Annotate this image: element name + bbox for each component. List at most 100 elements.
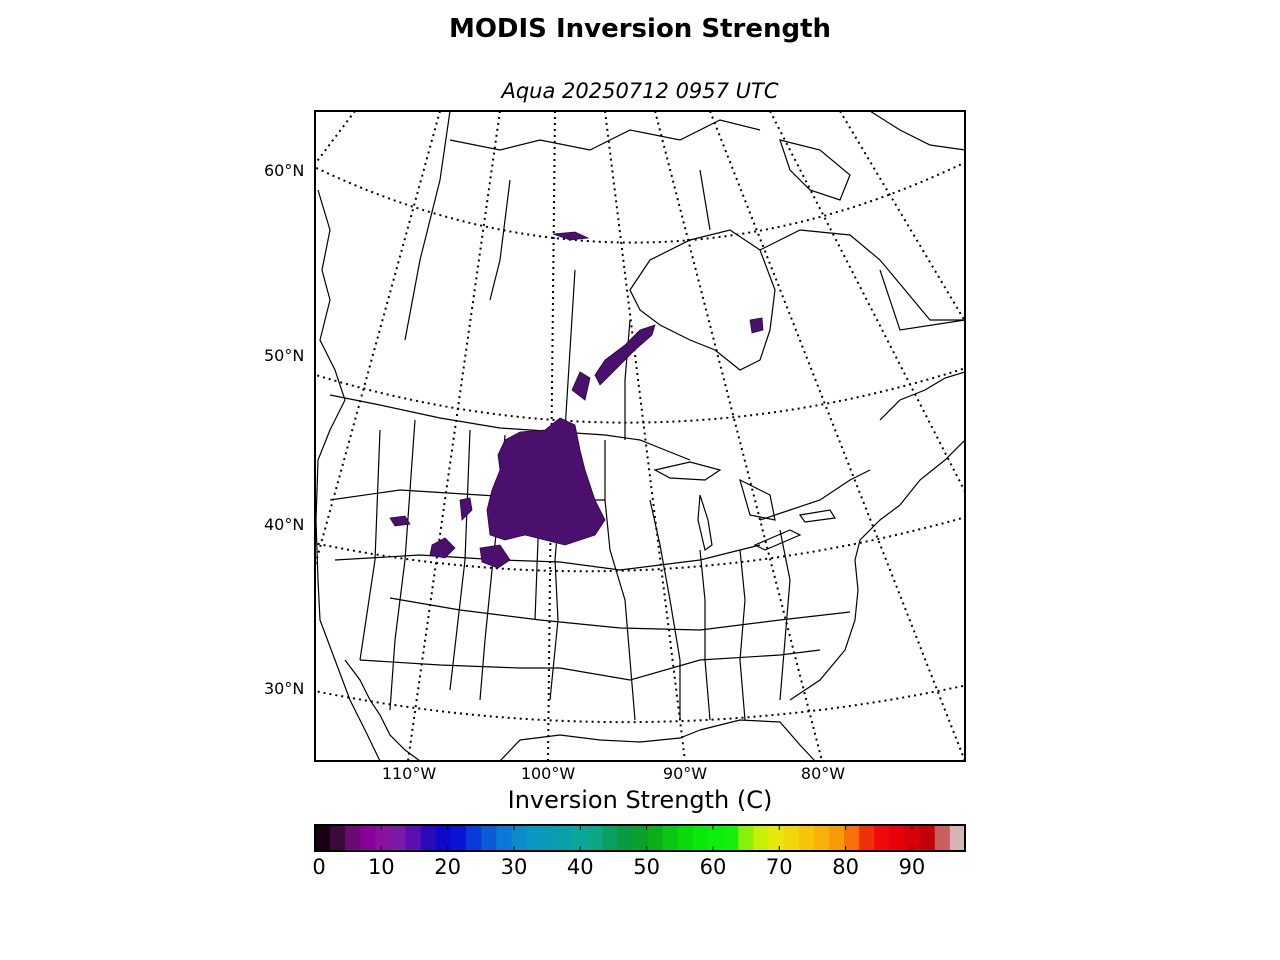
colorbar-segment	[390, 825, 407, 851]
colorbar-segment	[708, 825, 724, 851]
colorbar-segment	[828, 825, 845, 851]
colorbar-segment	[919, 825, 936, 851]
meridian-60w	[769, 111, 965, 494]
parallel-30n	[315, 684, 965, 724]
colorbar-segment	[587, 825, 603, 851]
colorbar-segment	[632, 825, 649, 851]
meridian-50w	[839, 111, 965, 324]
lat-label-50n: 50°N	[264, 346, 305, 365]
chart-title: MODIS Inversion Strength	[448, 14, 832, 44]
meridian-90w	[604, 111, 686, 761]
latitude-graticule	[315, 161, 965, 724]
colorbar-tick-label: 40	[566, 855, 594, 879]
meridian-120w	[315, 111, 441, 570]
colorbar-segment	[949, 825, 966, 851]
state-line	[389, 419, 416, 711]
colorbar-segment	[556, 825, 573, 851]
meridian-70w	[709, 111, 965, 761]
colorbar-segment	[662, 825, 679, 851]
colorbar-tick-label: 80	[832, 855, 859, 879]
colorbar-frame	[314, 824, 966, 852]
inversion-data	[389, 231, 764, 569]
colorbar-segment	[375, 825, 392, 851]
baffin-north	[869, 111, 965, 151]
map-content	[315, 111, 965, 761]
lake-erie	[753, 529, 802, 551]
meridian-130w	[315, 111, 356, 166]
colorbar-tick-label: 0	[312, 855, 326, 879]
colorbar-segment	[692, 825, 709, 851]
colorbar-segment	[435, 825, 452, 851]
province-line	[624, 319, 631, 440]
colorbar-tick-label: 70	[765, 855, 793, 879]
colorbar-segment	[330, 825, 346, 851]
colorbar-segment	[511, 825, 528, 851]
inversion-region-nevada	[389, 515, 411, 527]
province-line	[564, 269, 576, 431]
pacific-coastline	[315, 189, 381, 761]
inversion-region-colorado	[479, 544, 511, 569]
colorbar-segment	[783, 825, 800, 851]
inversion-region-north	[552, 231, 590, 241]
colorbar-segment	[481, 825, 497, 851]
lon-label-90w: 90°W	[662, 764, 708, 783]
inversion-region-wyoming	[459, 497, 473, 521]
colorbar-segment	[360, 825, 377, 851]
colorbar-segment	[768, 825, 785, 851]
colorbar-tick-label: 50	[633, 855, 660, 879]
colorbar-segment	[798, 825, 815, 851]
colorbar-segment	[738, 825, 754, 851]
colorbar-tick-label: 30	[500, 855, 528, 879]
lon-label-80w: 80°W	[800, 764, 846, 783]
colorbar-tick-label: 90	[898, 855, 926, 879]
hudson-bay	[629, 229, 776, 371]
parallel-60n	[315, 161, 965, 244]
colorbar-segment	[617, 825, 634, 851]
colorbar-segment	[496, 825, 513, 851]
state-line	[604, 440, 636, 721]
inversion-region-manitoba	[594, 324, 656, 386]
state-line	[779, 529, 791, 701]
inversion-region-plains	[486, 417, 606, 546]
lake-michigan	[697, 494, 713, 552]
colorbar-segment	[844, 825, 860, 851]
arctic-coast	[449, 119, 761, 151]
gulf-st-lawrence	[879, 371, 965, 421]
inversion-region-hudson	[749, 317, 764, 334]
colorbar-segment	[859, 825, 875, 851]
lat-label-40n: 40°N	[264, 515, 305, 534]
lon-label-100w: 100°W	[520, 764, 576, 783]
colorbar-segment	[753, 825, 770, 851]
maritimes-coastline	[899, 439, 965, 506]
province-line	[489, 179, 511, 301]
colorbar-tick-label: 60	[699, 855, 727, 879]
colorbar-segment	[934, 825, 951, 851]
colorbar-segment	[420, 825, 437, 851]
us-canada-border-east	[759, 469, 871, 521]
colorbar-segment	[405, 825, 422, 851]
state-line	[649, 499, 681, 720]
lake-huron	[739, 478, 776, 521]
state-line	[359, 649, 821, 681]
baja-coastline	[344, 659, 421, 761]
inversion-region-utah	[429, 537, 456, 559]
state-line	[359, 429, 381, 661]
gulf-coastline	[499, 729, 701, 761]
lake-superior	[653, 461, 722, 481]
colorbar-segment	[602, 825, 618, 851]
colorbar-segment	[315, 825, 331, 851]
baffin-island	[779, 139, 851, 201]
province-line	[404, 111, 451, 341]
colorbar-segment	[813, 825, 830, 851]
map-frame	[314, 110, 966, 762]
atlantic-coastline	[789, 504, 901, 701]
colorbar-segment	[451, 825, 467, 851]
colorbar-tick-label: 10	[367, 855, 395, 879]
parallel-40n	[315, 516, 965, 573]
quebec-labrador-coast	[759, 229, 965, 321]
lat-label-30n: 30°N	[264, 679, 305, 698]
lon-label-110w: 110°W	[381, 764, 437, 783]
state-line	[739, 549, 746, 721]
florida-coastline	[699, 719, 816, 761]
